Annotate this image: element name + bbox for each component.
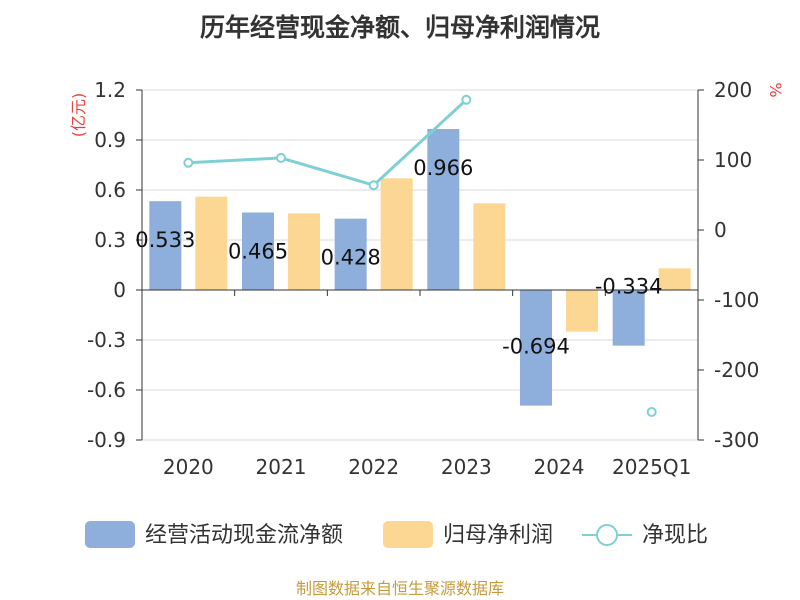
left-tick-label: -0.3	[87, 328, 126, 352]
bar-cashflow	[334, 218, 367, 290]
left-tick-label: 1.2	[94, 78, 126, 102]
legend-marker-ratio	[596, 524, 618, 546]
data-labels-group: 0.533 0.465 0.428 0.966 -0.694 -0.334	[135, 156, 662, 359]
right-tick-label: -200	[714, 358, 759, 382]
bar-profit	[380, 178, 413, 290]
source-note: 制图数据来自恒生聚源数据库	[296, 579, 504, 598]
bar-profit	[195, 196, 228, 290]
left-tick-label: 0.6	[94, 178, 126, 202]
left-tick-label: 0.9	[94, 128, 126, 152]
ratio-point	[276, 152, 286, 163]
left-tick-label: 0.3	[94, 228, 126, 252]
grid-lines	[142, 89, 698, 441]
left-tick-label: -0.9	[87, 428, 126, 452]
data-label-cashflow: -0.694	[502, 335, 570, 359]
bar-cashflow	[612, 290, 645, 346]
data-label-cashflow: 0.533	[135, 228, 195, 252]
right-tick-label: 200	[714, 78, 752, 102]
axes-group: 1.2 0.9 0.6 0.3 0 -0.3 -0.6 -0.9 200 100 0 -100 -200…	[87, 78, 759, 479]
ratio-point	[461, 94, 472, 105]
category-label: 2024	[534, 455, 585, 479]
data-label-cashflow: -0.334	[595, 275, 663, 299]
ratio-point	[183, 157, 194, 168]
category-label: 2020	[163, 455, 214, 479]
data-label-cashflow: 0.428	[321, 246, 381, 270]
ratio-line	[188, 98, 468, 187]
data-label-cashflow: 0.966	[413, 156, 473, 180]
right-tick-label: -100	[714, 288, 759, 312]
legend-label-profit: 归母净利润	[443, 523, 553, 548]
ratio-point	[646, 407, 657, 417]
right-tick-label: 100	[714, 148, 752, 172]
right-axis-unit: %	[766, 82, 785, 97]
bar-profit	[288, 213, 320, 290]
bars-group	[149, 129, 691, 406]
left-tick-label: 0	[113, 278, 126, 302]
legend-swatch-profit	[383, 521, 433, 548]
bar-cashflow	[242, 212, 274, 290]
legend-label-ratio: 净现比	[642, 523, 708, 548]
legend: 经营活动现金流净额 归母净利润 净现比	[85, 521, 708, 548]
chart-title: 历年经营现金净额、归母净利润情况	[200, 13, 600, 42]
left-tick-label: -0.6	[87, 378, 126, 402]
ratio-line-group	[183, 94, 657, 417]
bar-profit	[473, 203, 506, 290]
left-axis-unit: (亿元)	[69, 93, 88, 138]
data-label-cashflow: 0.465	[228, 240, 288, 264]
bar-cashflow	[149, 201, 182, 290]
category-label: 2021	[256, 455, 307, 479]
legend-label-cashflow: 经营活动现金流净额	[145, 523, 343, 548]
bar-profit	[566, 290, 598, 332]
category-label: 2023	[441, 455, 492, 479]
right-tick-label: 0	[714, 218, 727, 242]
bar-profit	[658, 268, 691, 290]
legend-swatch-cashflow	[85, 521, 135, 548]
category-label: 2025Q1	[612, 455, 691, 479]
ratio-point	[368, 180, 379, 191]
right-tick-label: -300	[714, 428, 759, 452]
bar-cashflow	[520, 290, 552, 406]
category-label: 2022	[348, 455, 399, 479]
bar-cashflow	[427, 129, 460, 290]
